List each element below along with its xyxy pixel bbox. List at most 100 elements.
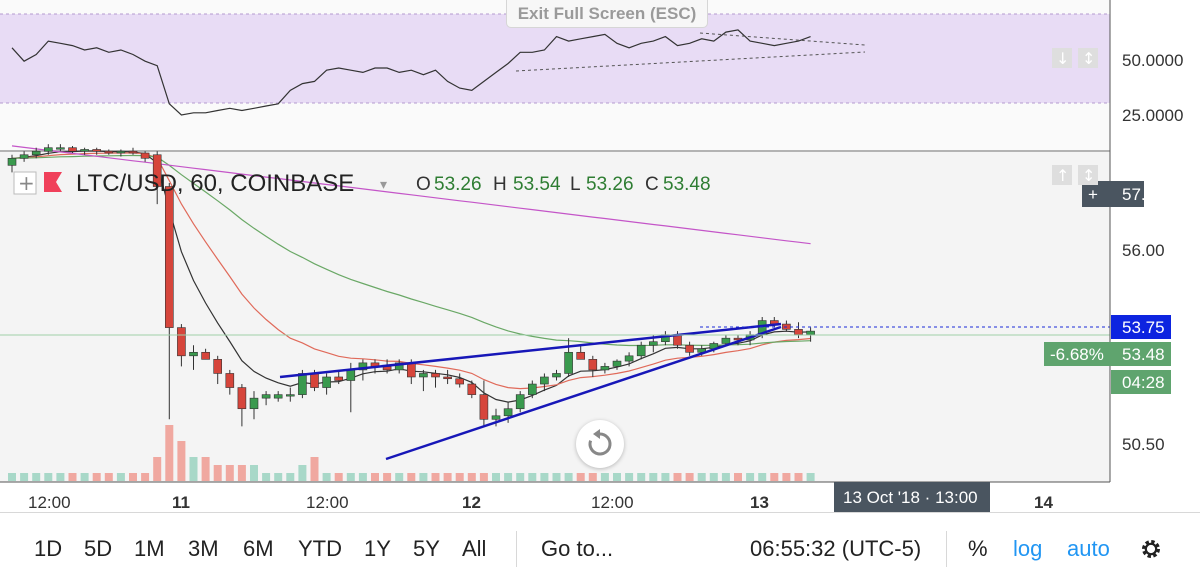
volume-bar (141, 473, 150, 481)
updown-arrow-icon: ↕ (1082, 49, 1095, 68)
volume-bar (746, 473, 755, 481)
candle-body (152, 154, 162, 187)
price-axis-bg (1110, 0, 1200, 482)
clock-timezone-button[interactable]: 06:55:32 (UTC-5) (750, 536, 922, 561)
range-ytd-button[interactable]: YTD (298, 536, 342, 561)
settings-button[interactable] (1139, 537, 1163, 561)
legend-toggle-button[interactable] (13, 171, 37, 195)
candle (140, 151, 150, 162)
volume-bar (576, 473, 585, 481)
symbol-dropdown-icon[interactable]: ▾ (380, 177, 387, 193)
candle-body (249, 397, 259, 410)
main-maximize-button[interactable] (1078, 165, 1098, 185)
price-tick-50-50: 50.50 (1122, 435, 1165, 454)
rsi-maximize-button[interactable] (1078, 48, 1098, 68)
candle-body (443, 376, 452, 380)
candle (612, 359, 622, 370)
rsi-move-down-button[interactable] (1052, 48, 1072, 68)
range-1d-button[interactable]: 1D (34, 536, 63, 561)
volume-bar (613, 473, 621, 481)
range-1m-button[interactable]: 1M (134, 536, 165, 561)
range-5y-button[interactable]: 5Y (413, 536, 440, 561)
current-price-badge (1111, 342, 1171, 366)
countdown-badge (1111, 370, 1171, 394)
candle-body (491, 415, 501, 420)
goto-button[interactable]: Go to... (541, 536, 614, 561)
volume-bar (213, 465, 222, 481)
bottom-toolbar: 1D 5D 1M 3M 6M YTD 1Y 5Y All Go to... 06… (0, 512, 1200, 585)
candle-body (600, 366, 610, 371)
trendlines-layer (279, 32, 866, 461)
chart-canvas[interactable]: 50.0000 25.0000 56.00 50.50 + 57.62 53.7… (0, 0, 1200, 512)
volume-bar (758, 473, 767, 481)
volume-bar (250, 465, 258, 481)
time-axis-bg (0, 482, 1200, 512)
replay-button[interactable] (576, 420, 624, 468)
symbol-title[interactable]: LTC/USD, 60, COINBASE (76, 170, 354, 197)
candle-body (467, 383, 477, 395)
range-1y-button[interactable]: 1Y (364, 536, 391, 561)
volume-bar (129, 473, 137, 481)
candle (273, 391, 283, 402)
candle-body (116, 150, 126, 154)
volume-bar (274, 473, 283, 481)
rsi-lower-trendline[interactable] (515, 51, 866, 72)
cursor-price-badge (1082, 181, 1144, 207)
auto-scale-button[interactable]: auto (1067, 536, 1110, 561)
rsi-pane-controls[interactable]: ↓ ↕ (1052, 48, 1098, 68)
volume-bar (68, 473, 77, 481)
volume-bar (407, 473, 416, 481)
range-3m-button[interactable]: 3M (188, 536, 219, 561)
candle-body (552, 373, 561, 378)
volume-bar (395, 473, 404, 481)
time-tick-label: 12:00 (306, 493, 349, 512)
price-tick-56: 56.00 (1122, 241, 1165, 260)
change-pct-badge (1044, 342, 1111, 366)
cursor-price-value: 57.62 (1122, 185, 1165, 204)
candle-body (636, 344, 646, 357)
range-all-button[interactable]: All (462, 536, 487, 561)
candle (552, 369, 561, 381)
candle (285, 387, 295, 402)
volume-bar (153, 457, 162, 481)
candle-body (624, 355, 634, 362)
candle (249, 391, 259, 420)
candle-body (564, 351, 573, 374)
percent-scale-button[interactable]: % (968, 536, 988, 561)
volume-bar (504, 473, 513, 481)
current-price-value: 53.48 (1122, 345, 1165, 364)
range-5d-button[interactable]: 5D (84, 536, 113, 561)
gear-icon (1142, 540, 1160, 558)
volume-bar (455, 473, 464, 481)
volume-bar (770, 473, 779, 481)
candle-body (177, 327, 186, 357)
time-tick-day: 11 (172, 493, 190, 512)
volume-bar (298, 465, 307, 481)
volume-bar (322, 473, 331, 481)
candle-body (685, 344, 694, 353)
main-pane-controls[interactable]: ↑ ↕ (1052, 165, 1098, 185)
log-scale-button[interactable]: log (1013, 536, 1043, 561)
candle (576, 345, 586, 360)
candle (201, 348, 210, 360)
candle (527, 380, 537, 399)
wedge-lower-trendline[interactable] (385, 325, 782, 461)
countdown-value: 04:28 (1122, 373, 1165, 392)
candle-body (503, 408, 513, 417)
flag-icon (44, 172, 62, 192)
candle-body (104, 150, 114, 154)
range-6m-button[interactable]: 6M (243, 536, 274, 561)
candle-body (806, 330, 815, 335)
candle-body (128, 150, 138, 154)
wedge-upper-trendline[interactable] (279, 322, 782, 379)
low-label: L (570, 174, 581, 195)
candle (237, 384, 247, 427)
candle-body (213, 359, 222, 374)
volume-bar (346, 473, 355, 481)
candle-body (576, 351, 586, 360)
exit-fullscreen-button[interactable]: Exit Full Screen (ESC) (506, 0, 708, 28)
candle (261, 391, 271, 406)
main-move-up-button[interactable] (1052, 165, 1072, 185)
candle-body (140, 152, 150, 159)
candle (358, 359, 368, 381)
